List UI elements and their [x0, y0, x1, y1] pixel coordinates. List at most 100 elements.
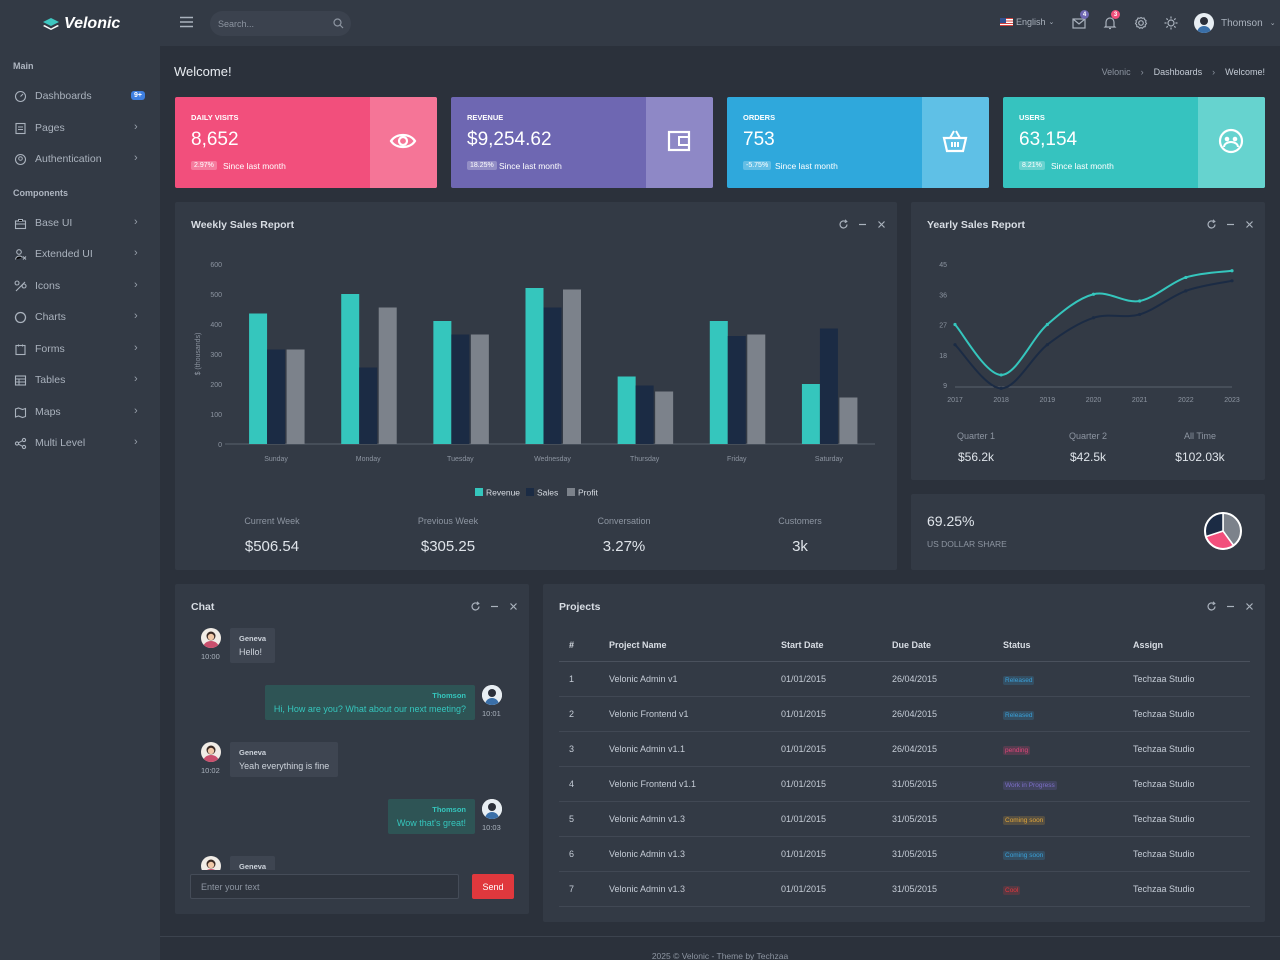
- search-input[interactable]: [218, 16, 328, 31]
- sidebar-item-extended-ui[interactable]: Extended UI ›: [0, 243, 160, 267]
- close-icon[interactable]: [1244, 601, 1255, 612]
- bar-sales[interactable]: [728, 336, 746, 444]
- bar-profit[interactable]: [839, 398, 857, 445]
- user-menu[interactable]: Thomson ⌄: [1194, 13, 1276, 33]
- chat-bubble-outgoing: Thomson Hi, How are you? What about our n…: [265, 685, 475, 720]
- bar-revenue[interactable]: [433, 321, 451, 444]
- line-point[interactable]: [1230, 279, 1233, 282]
- stat-title: REVENUE: [467, 113, 503, 122]
- cell-name: Velonic Admin v1.3: [599, 871, 771, 906]
- refresh-icon[interactable]: [838, 219, 849, 230]
- line-point[interactable]: [1092, 316, 1095, 319]
- close-icon[interactable]: [1244, 219, 1255, 230]
- table-row[interactable]: 5 Velonic Admin v1.3 01/01/2015 31/05/2015 C…: [559, 801, 1250, 836]
- table-row[interactable]: 6 Velonic Admin v1.3 01/01/2015 31/05/2015 C…: [559, 836, 1250, 871]
- table-row[interactable]: 1 Velonic Admin v1 01/01/2015 26/04/2015 Rel…: [559, 661, 1250, 696]
- menu-toggle-icon[interactable]: [180, 16, 193, 28]
- bar-revenue[interactable]: [249, 314, 267, 445]
- close-icon[interactable]: [508, 601, 519, 612]
- bar-sales[interactable]: [359, 368, 377, 445]
- brand-logo[interactable]: Velonic: [42, 14, 120, 34]
- stat-title: USERS: [1019, 113, 1045, 122]
- bar-profit[interactable]: [379, 308, 397, 445]
- bar-profit[interactable]: [471, 335, 489, 445]
- breadcrumb-item[interactable]: Dashboards: [1154, 67, 1203, 77]
- bar-profit[interactable]: [655, 392, 673, 445]
- line-point[interactable]: [1230, 269, 1233, 272]
- x-tick-label: 2022: [1178, 397, 1194, 404]
- refresh-icon[interactable]: [470, 601, 481, 612]
- sidebar-item-base-ui[interactable]: Base UI ›: [0, 212, 160, 236]
- sidebar-item-label: Forms: [35, 343, 65, 355]
- line-point[interactable]: [1046, 343, 1049, 346]
- y-tick-label: 36: [939, 292, 947, 299]
- line-point[interactable]: [1046, 323, 1049, 326]
- share-label: US DOLLAR SHARE: [927, 539, 1007, 549]
- legend-label: Revenue: [486, 488, 520, 498]
- collapse-icon[interactable]: [489, 601, 500, 612]
- sidebar-item-pages[interactable]: Pages ›: [0, 117, 160, 141]
- table-row[interactable]: 4 Velonic Frontend v1.1 01/01/2015 31/05/20…: [559, 766, 1250, 801]
- layers-icon: [42, 17, 60, 31]
- cell-start: 01/01/2015: [771, 871, 882, 906]
- sidebar-item-multi-level[interactable]: Multi Level ›: [0, 432, 160, 456]
- bar-sales[interactable]: [544, 308, 562, 445]
- bar-sales[interactable]: [636, 386, 654, 445]
- bar-revenue[interactable]: [802, 384, 820, 444]
- line-point[interactable]: [1000, 387, 1003, 390]
- refresh-icon[interactable]: [1206, 601, 1217, 612]
- yearly-summary-label: All Time: [1140, 431, 1260, 441]
- sidebar-item-charts[interactable]: Charts ›: [0, 306, 160, 330]
- bar-profit[interactable]: [563, 290, 581, 445]
- bar-sales[interactable]: [451, 335, 469, 445]
- close-icon[interactable]: [876, 219, 887, 230]
- breadcrumb-item[interactable]: Velonic: [1102, 67, 1131, 77]
- line-point[interactable]: [1138, 313, 1141, 316]
- yearly-summary-value: $102.03k: [1140, 450, 1260, 464]
- language-label: English: [1016, 17, 1046, 27]
- sidebar-item-label: Dashboards: [35, 90, 92, 102]
- send-button[interactable]: Send: [472, 874, 514, 899]
- column-header: Due Date: [882, 630, 993, 661]
- search-icon[interactable]: [333, 18, 344, 29]
- gear-icon[interactable]: [1133, 15, 1149, 31]
- sidebar-item-icons[interactable]: Icons ›: [0, 275, 160, 299]
- collapse-icon[interactable]: [1225, 601, 1236, 612]
- line-point[interactable]: [1184, 289, 1187, 292]
- chat-input[interactable]: [190, 874, 459, 899]
- refresh-icon[interactable]: [1206, 219, 1217, 230]
- chat-bubble-outgoing: Thomson Wow that's great!: [388, 799, 475, 834]
- table-row[interactable]: 3 Velonic Admin v1.1 01/01/2015 26/04/2015 p…: [559, 731, 1250, 766]
- stat-change: 8.21%: [1019, 161, 1045, 170]
- bar-revenue[interactable]: [341, 294, 359, 444]
- sidebar-item-authentication[interactable]: Authentication ›: [0, 148, 160, 172]
- chat-sender: Thomson: [397, 805, 466, 814]
- y-axis-label: $ (thousands): [195, 333, 202, 376]
- table-row[interactable]: 2 Velonic Frontend v1 01/01/2015 26/04/2015…: [559, 696, 1250, 731]
- bar-revenue[interactable]: [710, 321, 728, 444]
- bar-sales[interactable]: [820, 329, 838, 445]
- cell-assign: Techzaa Studio: [1123, 871, 1250, 906]
- bar-profit[interactable]: [287, 350, 305, 445]
- sidebar-item-dashboards[interactable]: Dashboards 9+: [0, 85, 160, 109]
- collapse-icon[interactable]: [857, 219, 868, 230]
- line-point[interactable]: [1092, 293, 1095, 296]
- theme-toggle-icon[interactable]: [1163, 15, 1179, 31]
- language-selector[interactable]: English ⌄: [1000, 17, 1054, 27]
- sidebar-item-maps[interactable]: Maps ›: [0, 401, 160, 425]
- bar-profit[interactable]: [747, 335, 765, 445]
- bar-revenue[interactable]: [526, 288, 544, 444]
- line-point[interactable]: [1184, 276, 1187, 279]
- sidebar-item-forms[interactable]: Forms ›: [0, 338, 160, 362]
- table-row[interactable]: 7 Velonic Admin v1.3 01/01/2015 31/05/2015 C…: [559, 871, 1250, 906]
- collapse-icon[interactable]: [1225, 219, 1236, 230]
- bar-revenue[interactable]: [618, 377, 636, 445]
- line-point[interactable]: [953, 343, 956, 346]
- sidebar-item-tables[interactable]: Tables ›: [0, 369, 160, 393]
- stat-since: Since last month: [223, 161, 286, 171]
- line-point[interactable]: [1000, 373, 1003, 376]
- yearly-summary-label: Quarter 1: [916, 431, 1036, 441]
- line-point[interactable]: [953, 323, 956, 326]
- line-point[interactable]: [1138, 299, 1141, 302]
- bar-sales[interactable]: [267, 350, 285, 445]
